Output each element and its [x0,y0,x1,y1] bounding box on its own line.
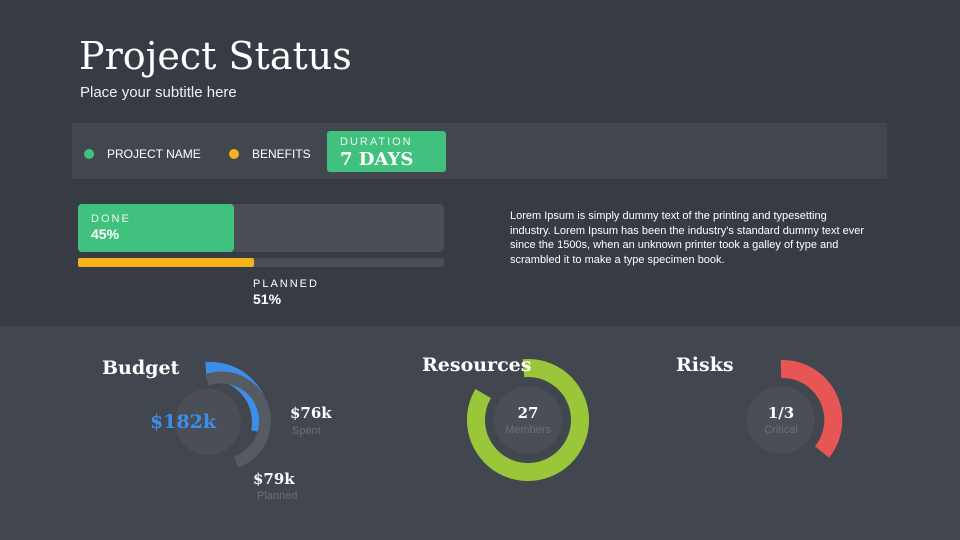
page-title: Project Status [79,34,352,78]
budget-title: Budget [102,357,180,379]
done-label: DONE [91,213,131,225]
budget-planned-value: $79k [253,470,295,488]
budget-spent-label: Spent [292,425,321,437]
legend-bar: PROJECT NAME BENEFITS DURATION 7 DAYS [72,123,887,179]
risks-value: 1/3 [767,404,795,422]
legend-label: BENEFITS [252,147,311,161]
yellow-dot-icon [229,149,239,159]
green-dot-icon [84,149,94,159]
resources-label: Members [505,424,551,436]
budget-planned-arc [205,371,271,468]
legend-item-benefits: BENEFITS [229,147,311,161]
duration-value: 7 DAYS [340,149,414,170]
planned-label: PLANNED [253,278,319,290]
resources-title: Resources [422,354,532,376]
legend-item-project-name: PROJECT NAME [84,147,201,161]
page-subtitle: Place your subtitle here [80,84,237,101]
duration-badge: DURATION 7 DAYS [327,131,446,172]
budget-spent-value: $76k [290,404,332,422]
resources-arc [467,359,589,481]
planned-progress-fill [78,258,255,267]
resources-value: 27 [517,404,539,422]
done-progress-fill [78,204,234,252]
risks-arc [780,359,843,458]
done-progress-track: DONE 45% [78,204,444,252]
resources-inner-disc [494,386,562,454]
budget-inner-disc [175,389,241,455]
description-text: Lorem Ipsum is simply dummy text of the … [510,210,865,266]
duration-label: DURATION [340,136,413,148]
planned-progress-track [78,258,444,267]
done-value: 45% [91,226,120,242]
budget-planned-label: Planned [257,490,298,502]
risks-inner-disc [747,386,815,454]
risks-title: Risks [676,354,734,376]
risks-label: Critical [764,424,798,436]
planned-value: 51% [253,291,282,307]
legend-label: PROJECT NAME [107,147,201,161]
budget-total: $182k [150,411,217,433]
